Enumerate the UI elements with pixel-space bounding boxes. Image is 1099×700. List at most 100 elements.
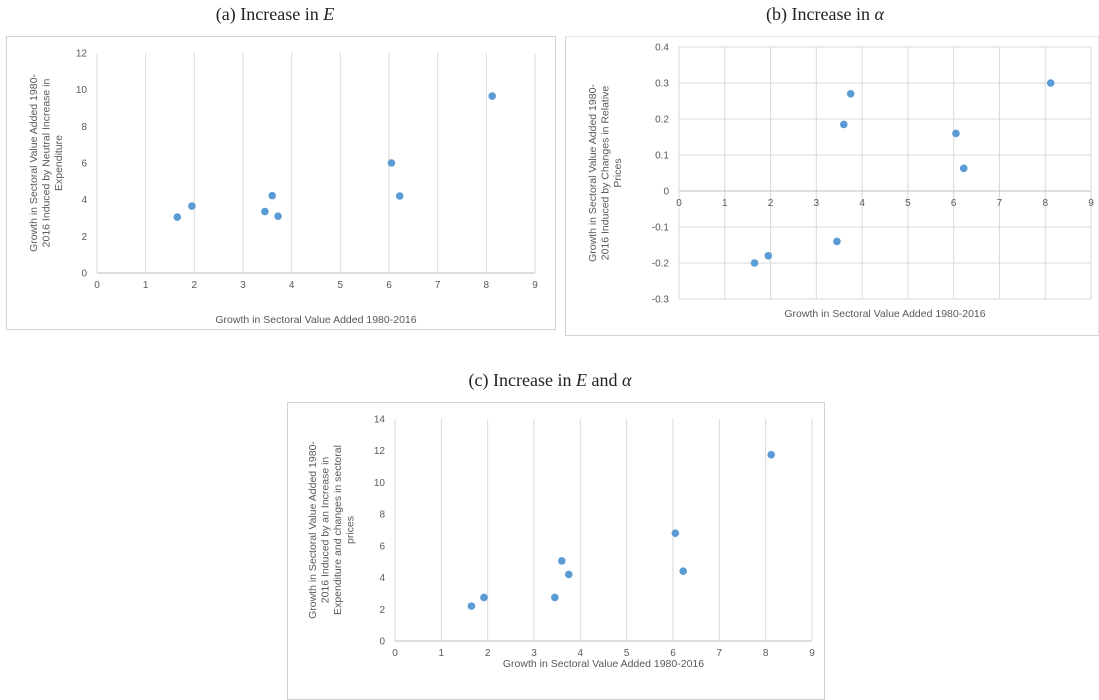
- y-tick-label: 4: [379, 573, 385, 584]
- y-axis-title: Growth in Sectoral Value Added 1980-2016…: [307, 441, 357, 619]
- x-tick-label: 0: [94, 280, 100, 291]
- y-axis-title-line: 2016 Induced by Changes in Relative: [600, 86, 612, 261]
- y-tick-label: 0: [663, 187, 669, 198]
- x-tick-label: 2: [192, 280, 198, 291]
- y-tick-label: 6: [81, 159, 87, 170]
- x-tick-label: 5: [905, 198, 911, 209]
- x-tick-label: 1: [722, 198, 728, 209]
- scatter-point: [387, 159, 396, 167]
- scatter-point: [268, 191, 277, 200]
- scatter-point: [488, 92, 496, 100]
- x-tick-label: 8: [1042, 198, 1048, 209]
- scatter-point: [671, 529, 680, 537]
- y-tick-label: 2: [81, 232, 87, 243]
- x-tick-label: 7: [717, 648, 723, 659]
- x-tick-label: 4: [289, 280, 295, 291]
- y-tick-label: -0.3: [652, 295, 670, 306]
- y-tick-label: 0.3: [655, 79, 669, 90]
- y-axis-title: Growth in Sectoral Value Added 1980-2016…: [28, 74, 65, 252]
- x-tick-label: 6: [386, 280, 392, 291]
- scatter-point: [551, 593, 559, 602]
- y-tick-label: 10: [374, 478, 386, 489]
- y-tick-label: 8: [81, 122, 87, 133]
- y-tick-label: 12: [374, 446, 386, 457]
- chart-a: 0 2 4 6 8 10 12 0 1 2 3 4 5 6 7 8 9 Growth in Sectoral Va…: [6, 36, 556, 330]
- x-tick-label: 1: [439, 648, 445, 659]
- y-tick-label: 4: [81, 195, 87, 206]
- x-tick-label: 5: [338, 280, 344, 291]
- scatter-point: [558, 557, 566, 565]
- scatter-point: [846, 90, 855, 98]
- scatter-point: [173, 213, 182, 221]
- x-tick-label: 9: [532, 280, 538, 291]
- y-axis-title-line: Expenditure: [53, 135, 65, 191]
- chart-b-svg: -0.3 -0.2 -0.1 0 0.1 0.2 0.3 0.4 0 1 2 3 4 5 6 7 8 9 Growt…: [587, 43, 1094, 321]
- scatter-point: [833, 237, 841, 246]
- y-axis-title-line: 2016 Induced by Neutral Increase in: [41, 78, 53, 247]
- y-tick-label: 6: [379, 541, 385, 552]
- scatter-point: [750, 259, 759, 267]
- y-tick-label: 0: [379, 637, 385, 648]
- x-tick-label: 3: [240, 280, 246, 291]
- y-axis-title-line: Prices: [612, 158, 624, 187]
- scatter-point: [467, 602, 476, 610]
- y-tick-label: 0: [81, 269, 87, 280]
- x-axis-title: Growth in Sectoral Value Added 1980-2016: [215, 314, 416, 326]
- x-tick-label: 9: [809, 648, 815, 659]
- scatter-point: [767, 450, 776, 459]
- scatter-point: [952, 129, 960, 138]
- scatter-point: [564, 570, 573, 579]
- x-tick-label: 5: [624, 648, 630, 659]
- chart-c: 0 2 4 6 8 10 12 14 0 1 2 3 4 5 6 7 8 9 Growth in Sectoral …: [287, 402, 825, 700]
- y-axis-title-line: prices: [345, 516, 357, 544]
- scatter-point: [395, 192, 404, 200]
- y-tick-label: 8: [379, 510, 385, 521]
- y-tick-label: 0.1: [655, 151, 669, 162]
- scatter-point: [480, 593, 488, 602]
- y-axis-title-line: Growth in Sectoral Value Added 1980-: [307, 441, 319, 619]
- scatter-point: [274, 212, 282, 220]
- panel-c-caption: (c) Increase in E and α: [468, 370, 632, 390]
- scatter-point: [261, 207, 269, 216]
- y-tick-label: 14: [374, 415, 386, 426]
- x-tick-label: 3: [531, 648, 537, 659]
- x-axis-title: Growth in Sectoral Value Added 1980-2016: [784, 308, 985, 320]
- panel-a-caption: (a) Increase in E: [215, 4, 335, 24]
- y-tick-label: -0.1: [652, 223, 670, 234]
- scatter-point: [188, 202, 196, 210]
- y-tick-label: -0.2: [652, 259, 670, 270]
- x-tick-label: 1: [143, 280, 149, 291]
- x-tick-label: 8: [484, 280, 490, 291]
- y-tick-label: 0.4: [655, 43, 669, 54]
- x-tick-label: 8: [763, 648, 769, 659]
- y-axis-title-line: Expenditure and changes in sectoral: [332, 445, 344, 615]
- scatter-point: [679, 567, 687, 576]
- scatter-point: [764, 252, 773, 260]
- y-axis-title-line: 2016 Induced by an Increase in: [320, 457, 332, 604]
- x-axis-title: Growth in Sectoral Value Added 1980-2016: [503, 658, 704, 670]
- y-axis-title: Growth in Sectoral Value Added 1980-2016…: [587, 84, 624, 262]
- x-tick-label: 4: [859, 198, 865, 209]
- x-tick-label: 2: [485, 648, 491, 659]
- scatter-point: [840, 120, 848, 129]
- x-tick-label: 0: [392, 648, 398, 659]
- y-axis-title-line: Growth in Sectoral Value Added 1980-: [28, 74, 40, 252]
- y-tick-label: 10: [76, 85, 88, 96]
- x-tick-label: 3: [814, 198, 820, 209]
- panel-b-caption: (b) Increase in α: [766, 4, 884, 24]
- x-tick-label: 7: [997, 198, 1003, 209]
- x-tick-label: 2: [768, 198, 774, 209]
- x-tick-label: 6: [951, 198, 957, 209]
- chart-b: -0.3 -0.2 -0.1 0 0.1 0.2 0.3 0.4 0 1 2 3 4 5 6 7 8 9 Growt…: [565, 36, 1099, 336]
- scatter-point: [959, 164, 968, 173]
- y-tick-label: 0.2: [655, 115, 669, 126]
- x-tick-label: 7: [435, 280, 441, 291]
- y-tick-label: 2: [379, 605, 385, 616]
- y-tick-label: 12: [76, 49, 88, 60]
- x-tick-label: 0: [676, 198, 682, 209]
- scatter-point: [1046, 79, 1055, 87]
- y-axis-title-line: Growth in Sectoral Value Added 1980-: [587, 84, 599, 262]
- x-tick-label: 6: [670, 648, 676, 659]
